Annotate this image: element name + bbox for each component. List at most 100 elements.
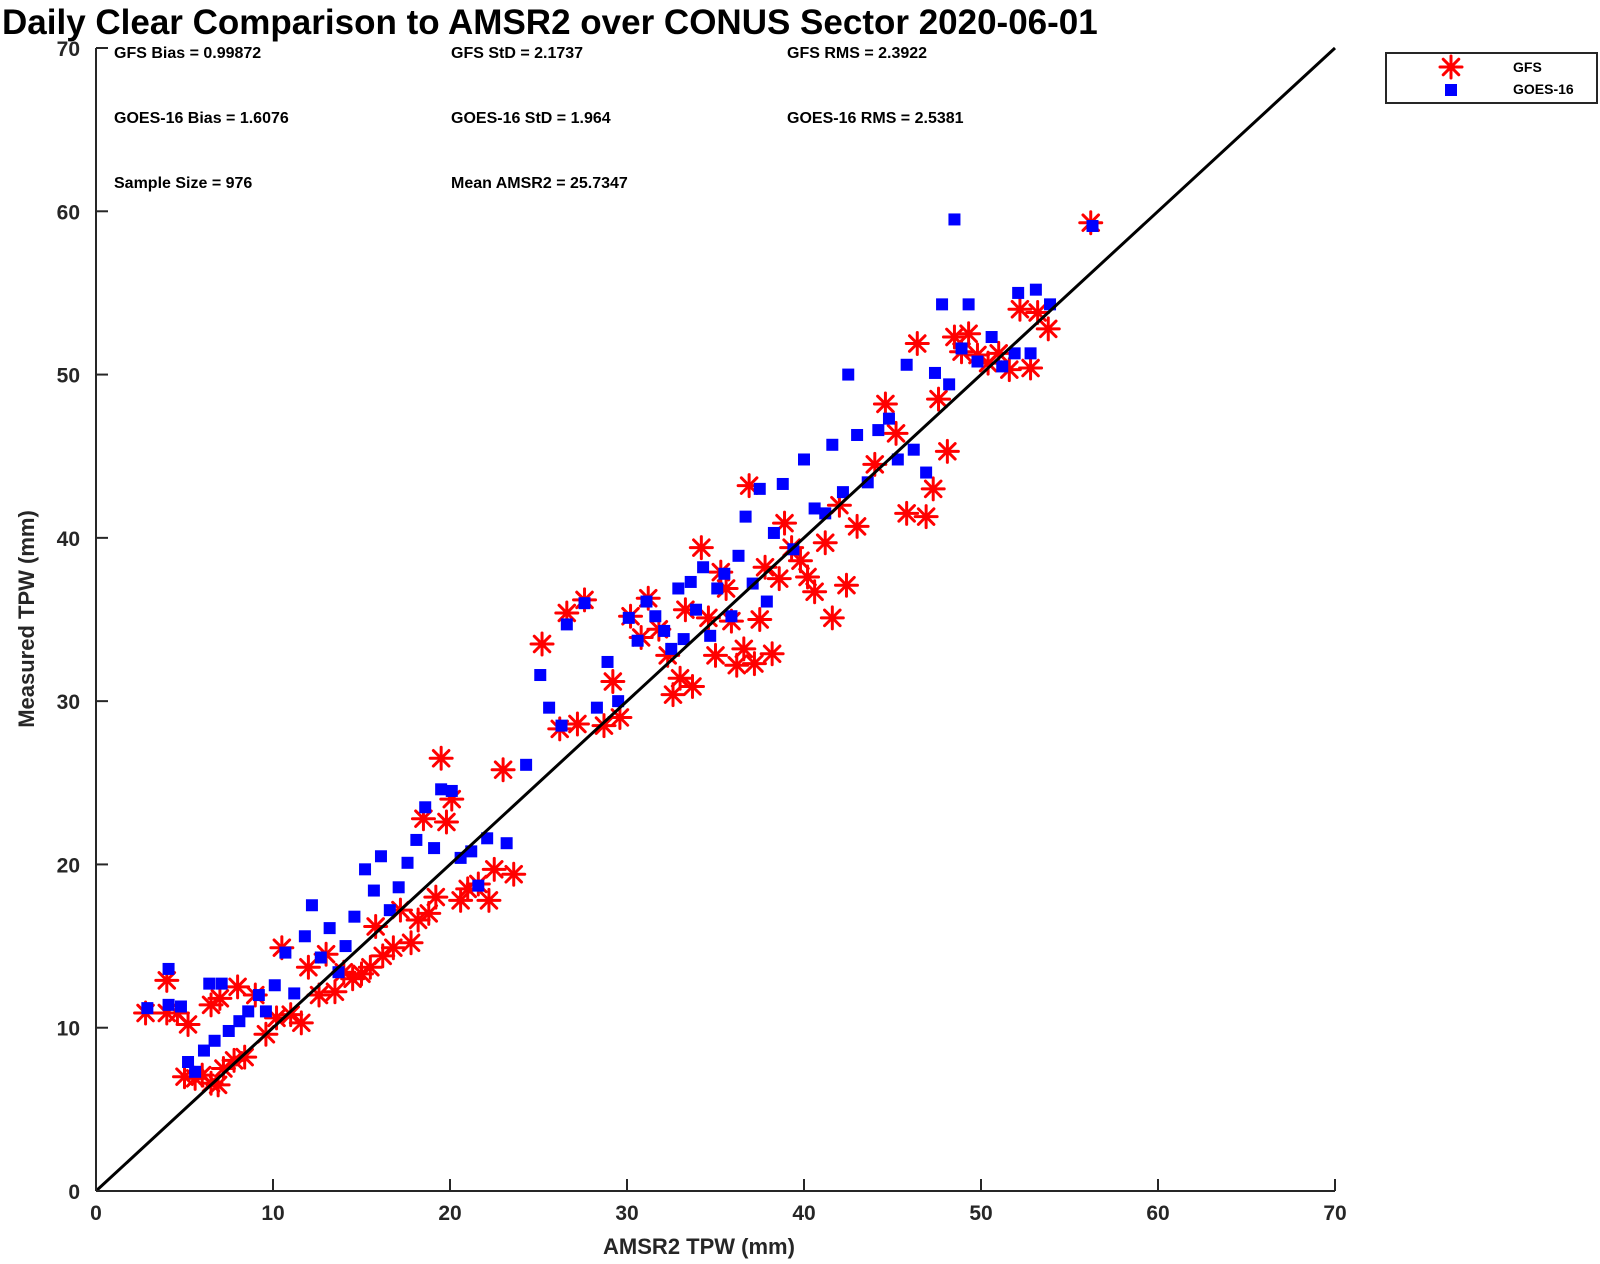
goes16-point: [182, 1056, 195, 1069]
gfs-point: [894, 500, 920, 526]
gfs-point: [1007, 296, 1033, 322]
goes16-point: [732, 549, 745, 562]
goes16-point: [383, 904, 396, 917]
legend-gfs-asterisk-icon: [1438, 54, 1464, 80]
goes16-point: [197, 1044, 210, 1057]
goes16-point: [718, 567, 731, 580]
stat-gfs-bias: GFS Bias = 0.99872: [114, 45, 261, 62]
stat-sample-size: Sample Size = 976: [114, 175, 252, 192]
y-tick-label: 60: [57, 201, 80, 224]
x-tick-label: 40: [792, 1202, 815, 1225]
goes16-point: [776, 477, 789, 490]
one-to-one-line: [94, 46, 1337, 1193]
gfs-point: [207, 985, 233, 1011]
goes16-point: [1008, 347, 1021, 360]
legend-box: [1385, 52, 1598, 104]
goes16-point: [996, 360, 1009, 373]
gfs-point: [288, 1010, 314, 1036]
goes16-point: [767, 526, 780, 539]
gfs-point: [476, 887, 502, 913]
stats-block: GFS Bias = 0.99872 GFS StD = 2.1737 GFS …: [114, 45, 964, 192]
goes16-point: [323, 922, 336, 935]
goes16-point: [872, 424, 885, 437]
gfs-point: [920, 476, 946, 502]
gfs-point: [913, 504, 939, 530]
x-tick-label: 10: [261, 1202, 284, 1225]
stat-mean-amsr2: Mean AMSR2 = 25.7347: [451, 175, 628, 192]
reference-line-group: [94, 46, 1337, 1193]
y-tick-label: 20: [57, 854, 80, 877]
gfs-point: [490, 757, 516, 783]
x-tick-label: 0: [90, 1202, 102, 1225]
goes16-point: [578, 597, 591, 610]
x-tick-label: 50: [969, 1202, 992, 1225]
goes16-point: [677, 633, 690, 646]
gfs-point: [956, 321, 982, 347]
gfs-point: [766, 566, 792, 592]
x-tick-label: 70: [1323, 1202, 1346, 1225]
goes16-point: [861, 476, 874, 489]
goes16-point: [174, 1000, 187, 1013]
goes16-point: [826, 438, 839, 451]
goes16-point: [242, 1005, 255, 1018]
gfs-point: [731, 636, 757, 662]
gfs-point: [833, 572, 859, 598]
chart-title: Daily Clear Comparison to AMSR2 over CON…: [2, 3, 1098, 42]
goes16-point: [555, 719, 568, 732]
gfs-point: [529, 631, 555, 657]
goes16-point: [704, 629, 717, 642]
goes16-point: [252, 989, 265, 1002]
goes16-point: [882, 412, 895, 425]
goes16-point: [215, 977, 228, 990]
goes16-point: [684, 575, 697, 588]
gfs-point: [600, 669, 626, 695]
y-tick-label: 30: [57, 691, 80, 714]
goes16-point: [649, 610, 662, 623]
goes16-point: [314, 951, 327, 964]
gfs-point: [747, 607, 773, 632]
goes16-point: [233, 1015, 246, 1028]
gfs-point: [759, 641, 785, 667]
stat-goes-bias: GOES-16 Bias = 1.6076: [114, 110, 289, 127]
goes16-point: [162, 998, 175, 1011]
gfs-point: [501, 861, 527, 887]
gfs-point: [812, 530, 838, 556]
gfs-point: [1018, 355, 1044, 381]
y-tick-label: 10: [57, 1018, 80, 1041]
gfs-point: [872, 391, 898, 417]
goes16-point: [288, 987, 301, 1000]
gfs-point: [410, 806, 436, 832]
y-tick-label: 70: [57, 38, 80, 61]
stat-goes-rms: GOES-16 RMS = 2.5381: [787, 110, 964, 127]
goes16-point: [711, 582, 724, 595]
goes16-point: [819, 507, 832, 520]
goes16-point: [640, 595, 653, 608]
goes16-point: [339, 940, 352, 953]
goes16-point: [268, 979, 281, 992]
gfs-point: [667, 665, 693, 691]
y-axis-label: Measured TPW (mm): [14, 510, 39, 728]
gfs-point: [423, 884, 449, 910]
goes16-point: [936, 298, 949, 311]
y-tick-label: 0: [68, 1181, 80, 1204]
goes16-series: [141, 213, 1099, 1078]
goes16-point: [658, 624, 671, 637]
goes16-point: [590, 701, 603, 714]
x-tick-label: 30: [615, 1202, 638, 1225]
goes16-point: [631, 634, 644, 647]
goes16-point: [971, 355, 984, 368]
gfs-point: [904, 331, 930, 357]
legend-gfs-label: GFS: [1513, 59, 1542, 75]
goes16-point: [203, 977, 216, 990]
goes16-point: [520, 758, 533, 771]
y-tick-label: 50: [57, 365, 80, 388]
goes16-point: [348, 910, 361, 923]
goes16-point: [612, 695, 625, 708]
goes16-point: [955, 342, 968, 355]
goes16-point: [891, 453, 904, 466]
y-tick-label: 40: [57, 528, 80, 551]
goes16-point: [481, 832, 494, 845]
goes16-point: [279, 946, 292, 959]
gfs-point: [554, 600, 580, 626]
